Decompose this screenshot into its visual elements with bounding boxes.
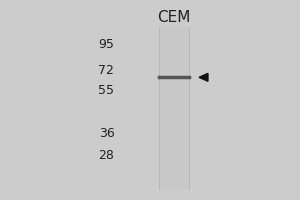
Polygon shape [199,73,208,81]
Text: 36: 36 [99,127,114,140]
Text: 95: 95 [98,38,114,51]
Text: 72: 72 [98,64,114,77]
Bar [159,27,189,189]
Text: 28: 28 [98,149,114,162]
Text: CEM: CEM [157,10,190,25]
Text: 55: 55 [98,84,114,97]
